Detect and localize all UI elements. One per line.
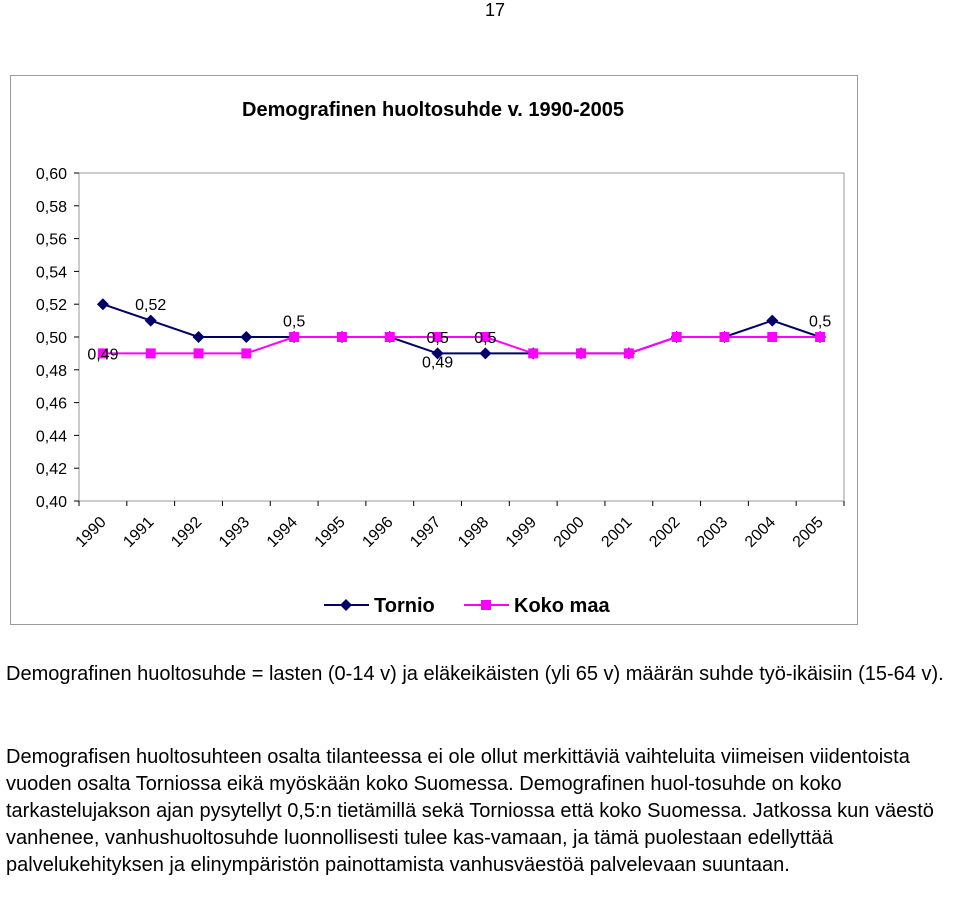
- x-tick-label: 1993: [216, 514, 253, 551]
- x-tick-label: 1994: [264, 514, 301, 551]
- y-tick-label: 0,60: [36, 166, 67, 183]
- tornio-point: [96, 298, 109, 311]
- koko-maa-point: [767, 332, 778, 342]
- x-tick-label: 2002: [646, 514, 683, 551]
- tornio-point: [192, 331, 205, 343]
- y-tick-label: 0,42: [36, 461, 67, 478]
- y-tick-label: 0,56: [36, 232, 67, 249]
- koko-maa-point: [193, 348, 204, 359]
- x-tick-label: 1990: [73, 514, 110, 551]
- y-tick-label: 0,54: [36, 264, 67, 281]
- koko-maa-point: [145, 348, 156, 359]
- data-label: 0,5: [809, 314, 831, 331]
- data-label: 0,5: [426, 330, 448, 347]
- x-tick-label: 2003: [694, 514, 731, 551]
- line-chart: Demografinen huoltosuhde v. 1990-2005 0,4…: [36, 99, 845, 617]
- tornio-point: [340, 599, 352, 611]
- data-label: 0,49: [422, 355, 453, 372]
- chart-frame: Demografinen huoltosuhde v. 1990-2005 0,4…: [10, 75, 858, 625]
- koko-maa-point: [623, 348, 634, 359]
- chart-title: Demografinen huoltosuhde v. 1990-2005: [242, 99, 624, 121]
- koko-maa-point: [289, 332, 300, 342]
- data-label: 0,52: [135, 297, 166, 314]
- tornio-point: [144, 314, 157, 327]
- koko-maa-point: [480, 332, 491, 342]
- data-label: 0,5: [474, 330, 496, 347]
- x-tick-label: 1992: [168, 514, 205, 551]
- koko-maa-point: [481, 600, 491, 610]
- analysis-paragraph: Demografisen huoltosuhteen osalta tilant…: [6, 746, 934, 876]
- y-tick-label: 0,58: [36, 199, 67, 216]
- tornio-line: [102, 303, 821, 355]
- data-label: 0,5: [283, 314, 305, 331]
- tornio-point: [240, 331, 253, 343]
- koko-maa-point: [384, 332, 395, 342]
- x-tick-label: 1991: [120, 514, 157, 551]
- x-tick-label: 1998: [455, 514, 492, 551]
- koko-maa-point: [528, 348, 539, 359]
- koko-maa-point: [241, 348, 252, 359]
- x-tick-label: 1997: [407, 514, 444, 551]
- koko-maa-point: [671, 332, 682, 342]
- data-label: 0,49: [87, 346, 118, 363]
- koko-maa-point: [576, 348, 587, 359]
- koko-maa-point: [815, 332, 826, 342]
- koko-maa-point: [97, 348, 108, 359]
- tornio-point: [766, 314, 779, 327]
- y-tick-label: 0,46: [36, 396, 67, 413]
- tornio-point: [479, 347, 492, 360]
- x-tick-label: 2001: [598, 514, 635, 551]
- koko-maa-point: [719, 332, 730, 342]
- legend-label: Koko maa: [514, 595, 610, 617]
- y-tick-label: 0,50: [36, 330, 67, 347]
- definition-paragraph: Demografinen huoltosuhde = lasten (0-14 …: [6, 663, 944, 685]
- y-tick-label: 0,44: [36, 428, 67, 445]
- koko-maa-point: [336, 332, 347, 342]
- x-tick-label: 1995: [312, 514, 349, 551]
- koko-maa-point: [432, 332, 443, 342]
- x-tick-label: 2004: [742, 514, 779, 551]
- koko-maa-line: [102, 336, 821, 355]
- y-tick-label: 0,40: [36, 494, 67, 511]
- x-tick-label: 1996: [359, 514, 396, 551]
- x-tick-label: 2000: [551, 514, 588, 551]
- x-tick-label: 1999: [503, 514, 540, 551]
- x-tick-label: 2005: [790, 514, 827, 551]
- y-tick-label: 0,48: [36, 363, 67, 380]
- legend-label: Tornio: [374, 595, 435, 617]
- tornio-point: [431, 347, 444, 360]
- y-tick-label: 0,52: [36, 297, 67, 314]
- page-number: 17: [484, 0, 506, 20]
